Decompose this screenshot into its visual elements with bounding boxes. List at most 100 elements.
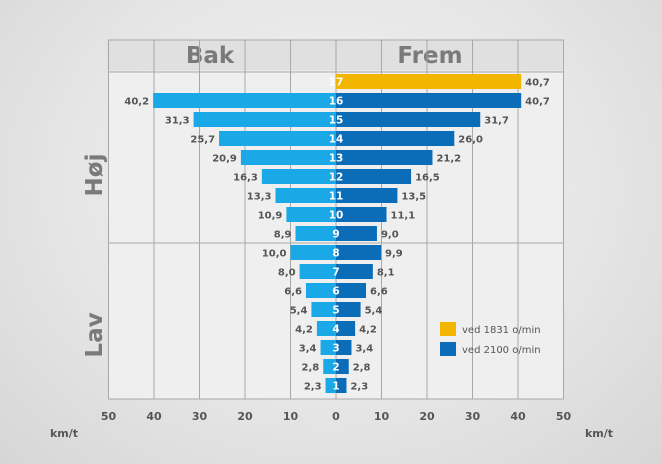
bar-reverse-gear-9 (295, 226, 336, 241)
x-tick-label: 50 (101, 410, 117, 423)
group-label-low: Lav (82, 312, 108, 357)
label-forward-gear-7: 8,1 (377, 268, 395, 279)
bar-forward-gear-10 (336, 207, 387, 222)
bar-forward-gear-11 (336, 188, 398, 203)
label-forward-gear-11: 13,5 (401, 192, 426, 203)
x-tick-label: 20 (237, 410, 253, 423)
gear-label-7: 7 (332, 267, 339, 279)
x-ticks: 50 40 30 20 10 0 10 20 30 40 50 (101, 410, 572, 423)
x-tick-label: 30 (192, 410, 208, 423)
bar-reverse-gear-10 (286, 207, 336, 222)
label-forward-gear-2: 2,8 (353, 363, 371, 374)
gear-label-16: 16 (329, 96, 344, 108)
label-reverse-gear-14: 25,7 (190, 135, 215, 146)
label-reverse-gear-13: 20,9 (212, 154, 237, 165)
bar-reverse-gear-8 (290, 245, 336, 260)
gear-label-3: 3 (332, 343, 339, 355)
legend-label-2100: ved 2100 o/min (462, 345, 541, 356)
gear-label-2: 2 (332, 362, 339, 374)
bar-reverse-gear-11 (275, 188, 336, 203)
x-tick-label: 10 (374, 410, 390, 423)
label-reverse-gear-5: 5,4 (290, 306, 308, 317)
label-forward-gear-10: 11,1 (391, 211, 416, 222)
bar-forward-gear-8 (336, 245, 382, 260)
x-tick-label: 0 (332, 410, 340, 423)
gear-label-5: 5 (332, 305, 339, 317)
x-tick-label: 10 (283, 410, 299, 423)
bar-forward-gear-16 (336, 93, 522, 108)
label-reverse-gear-16: 40,2 (124, 97, 149, 108)
bar-forward-gear-15 (336, 112, 481, 127)
label-forward-gear-17: 40,7 (525, 78, 550, 89)
label-reverse-gear-11: 13,3 (247, 192, 272, 203)
bar-reverse-gear-5 (311, 302, 336, 317)
bar-forward-gear-3 (336, 340, 352, 355)
gear-label-12: 12 (329, 172, 344, 184)
gear-label-11: 11 (329, 191, 344, 203)
bar-forward-gear-9 (336, 226, 377, 241)
gear-label-6: 6 (332, 286, 339, 298)
bar-forward-gear-12 (336, 169, 412, 184)
label-forward-gear-16: 40,7 (525, 97, 550, 108)
bar-reverse-gear-13 (240, 150, 336, 165)
bar-reverse-gear-16 (153, 93, 336, 108)
gear-label-4: 4 (332, 324, 339, 336)
gear-label-13: 13 (329, 153, 344, 165)
label-forward-gear-13: 21,2 (436, 154, 461, 165)
gear-label-15: 15 (329, 115, 344, 127)
gear-label-1: 1 (332, 381, 339, 393)
legend: ved 1831 o/min ved 2100 o/min (440, 322, 541, 356)
bar-forward-gear-4 (336, 321, 356, 336)
label-reverse-gear-3: 3,4 (299, 344, 317, 355)
bar-forward-gear-1 (336, 378, 347, 393)
label-reverse-gear-6: 6,6 (284, 287, 302, 298)
header-right: Frem (397, 43, 462, 69)
legend-label-1831: ved 1831 o/min (462, 325, 541, 336)
label-forward-gear-15: 31,7 (484, 116, 509, 127)
bar-forward-gear-2 (336, 359, 349, 374)
label-reverse-gear-1: 2,3 (304, 382, 322, 393)
bar-reverse-gear-4 (316, 321, 336, 336)
gear-label-10: 10 (329, 210, 344, 222)
bar-reverse-gear-7 (299, 264, 336, 279)
header-left: Bak (186, 43, 235, 69)
unit-left: km/t (50, 427, 78, 440)
gear-label-9: 9 (332, 229, 339, 241)
label-reverse-gear-15: 31,3 (165, 116, 190, 127)
legend-swatch-2100 (440, 342, 456, 356)
bar-reverse-gear-15 (193, 112, 336, 127)
gear-label-17: 17 (329, 77, 344, 89)
bar-reverse-gear-12 (261, 169, 336, 184)
bar-reverse-gear-3 (320, 340, 336, 355)
label-reverse-gear-12: 16,3 (233, 173, 258, 184)
label-reverse-gear-2: 2,8 (302, 363, 320, 374)
bar-reverse-gear-2 (323, 359, 336, 374)
label-forward-gear-1: 2,3 (350, 382, 368, 393)
x-tick-label: 40 (510, 410, 526, 423)
label-forward-gear-4: 4,2 (359, 325, 377, 336)
label-reverse-gear-7: 8,0 (278, 268, 296, 279)
bar-forward-gear-17 (336, 74, 522, 89)
bar-forward-gear-6 (336, 283, 367, 298)
label-forward-gear-9: 9,0 (381, 230, 399, 241)
header-band (107, 40, 562, 70)
label-reverse-gear-9: 8,9 (274, 230, 292, 241)
label-reverse-gear-8: 10,0 (262, 249, 287, 260)
bar-reverse-gear-14 (219, 131, 336, 146)
gear-label-14: 14 (329, 134, 344, 146)
label-forward-gear-12: 16,5 (415, 173, 440, 184)
unit-right: km/t (585, 427, 613, 440)
bar-forward-gear-13 (336, 150, 433, 165)
x-tick-label: 30 (465, 410, 481, 423)
bar-forward-gear-5 (336, 302, 361, 317)
plot-frame (108, 39, 564, 400)
gear-label-8: 8 (332, 248, 339, 260)
x-tick-label: 40 (146, 410, 162, 423)
label-forward-gear-14: 26,0 (458, 135, 483, 146)
label-reverse-gear-4: 4,2 (295, 325, 313, 336)
label-forward-gear-6: 6,6 (370, 287, 388, 298)
bar-forward-gear-14 (336, 131, 455, 146)
